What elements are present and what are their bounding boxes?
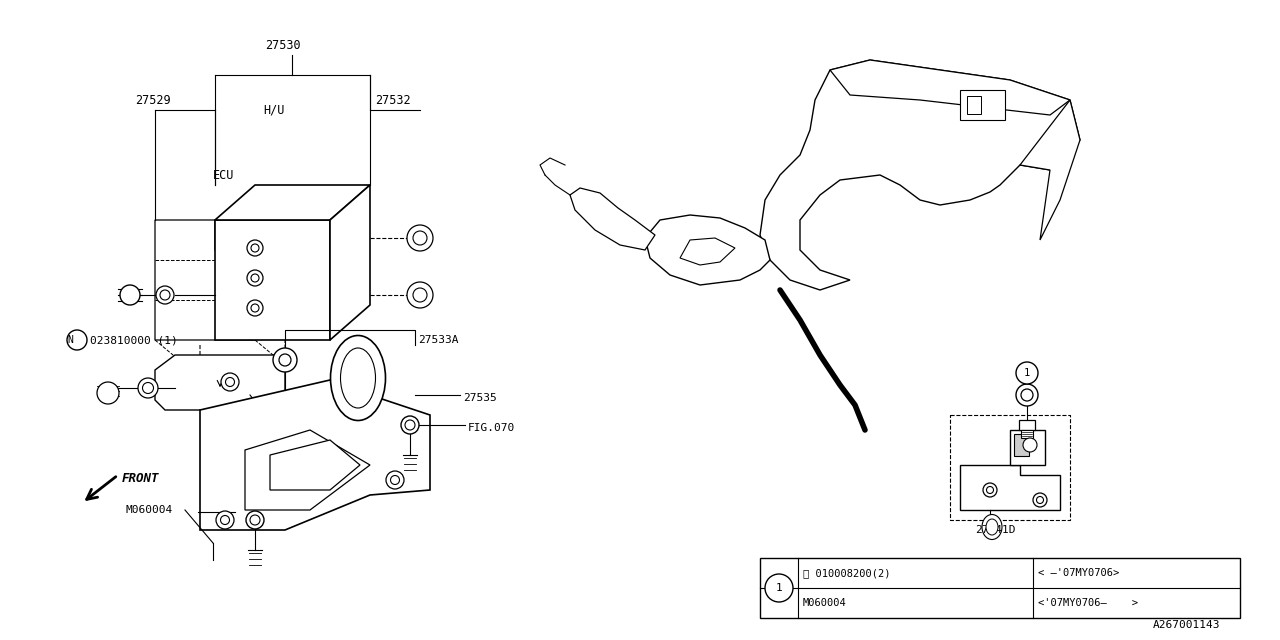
- Circle shape: [1023, 438, 1037, 452]
- Bar: [1019, 420, 1036, 430]
- Polygon shape: [570, 188, 655, 250]
- Circle shape: [407, 225, 433, 251]
- Circle shape: [220, 515, 229, 525]
- Circle shape: [404, 420, 415, 430]
- Circle shape: [1037, 497, 1043, 504]
- Circle shape: [247, 240, 262, 256]
- Text: 27529: 27529: [134, 93, 170, 106]
- Polygon shape: [1020, 100, 1080, 240]
- Circle shape: [1016, 384, 1038, 406]
- Text: H/U: H/U: [262, 104, 284, 116]
- Polygon shape: [155, 220, 255, 340]
- Bar: [966, 96, 980, 114]
- Text: A267001143: A267001143: [1152, 620, 1220, 630]
- Polygon shape: [215, 220, 330, 340]
- Circle shape: [160, 290, 170, 300]
- Text: 27530: 27530: [265, 38, 301, 51]
- Text: M060004: M060004: [125, 505, 173, 515]
- Text: <'07MY0706–    >: <'07MY0706– >: [1038, 598, 1138, 608]
- Text: < –'07MY0706>: < –'07MY0706>: [1038, 568, 1119, 578]
- Polygon shape: [270, 440, 360, 490]
- Text: 27533A: 27533A: [419, 335, 458, 345]
- Polygon shape: [200, 380, 430, 530]
- Circle shape: [156, 286, 174, 304]
- Circle shape: [138, 378, 157, 398]
- Polygon shape: [829, 60, 1070, 115]
- Circle shape: [142, 383, 154, 394]
- Circle shape: [251, 244, 259, 252]
- Text: ECU: ECU: [212, 168, 234, 182]
- Bar: [1014, 434, 1029, 456]
- Text: N: N: [67, 335, 73, 345]
- Circle shape: [765, 574, 794, 602]
- Text: FRONT: FRONT: [122, 472, 160, 484]
- Text: M060004: M060004: [803, 598, 847, 608]
- Circle shape: [221, 373, 239, 391]
- Circle shape: [413, 288, 428, 302]
- Ellipse shape: [986, 519, 998, 535]
- Circle shape: [279, 354, 291, 366]
- Polygon shape: [960, 465, 1060, 510]
- Polygon shape: [244, 430, 370, 510]
- Bar: [760, 558, 1240, 618]
- Circle shape: [216, 511, 234, 529]
- Circle shape: [273, 348, 297, 372]
- Circle shape: [247, 300, 262, 316]
- Circle shape: [407, 282, 433, 308]
- Text: 1: 1: [1024, 368, 1030, 378]
- Circle shape: [413, 231, 428, 245]
- Circle shape: [1016, 362, 1038, 384]
- Circle shape: [97, 382, 119, 404]
- Circle shape: [250, 515, 260, 525]
- Polygon shape: [330, 185, 370, 340]
- Text: 1: 1: [776, 583, 782, 593]
- Polygon shape: [215, 185, 370, 220]
- Circle shape: [983, 483, 997, 497]
- Ellipse shape: [340, 348, 375, 408]
- Circle shape: [390, 476, 399, 484]
- Text: 023810000 (1): 023810000 (1): [90, 335, 178, 345]
- Polygon shape: [645, 215, 771, 285]
- Ellipse shape: [330, 335, 385, 420]
- Polygon shape: [680, 238, 735, 265]
- Text: Ⓑ 010008200(2): Ⓑ 010008200(2): [803, 568, 891, 578]
- Bar: [1021, 430, 1033, 438]
- Text: 27535: 27535: [463, 393, 497, 403]
- Circle shape: [246, 511, 264, 529]
- Text: 27541D: 27541D: [975, 525, 1015, 535]
- Text: 27532: 27532: [375, 93, 411, 106]
- Polygon shape: [155, 355, 285, 410]
- Polygon shape: [760, 60, 1080, 290]
- Bar: [1010, 430, 1044, 465]
- Circle shape: [67, 330, 87, 350]
- Circle shape: [225, 378, 234, 387]
- Circle shape: [1033, 493, 1047, 507]
- Circle shape: [251, 274, 259, 282]
- Bar: [960, 90, 1005, 120]
- Circle shape: [251, 304, 259, 312]
- Ellipse shape: [982, 515, 1002, 540]
- Circle shape: [120, 285, 140, 305]
- Text: FIG.070: FIG.070: [468, 423, 516, 433]
- Circle shape: [401, 416, 419, 434]
- Circle shape: [247, 270, 262, 286]
- Circle shape: [1021, 389, 1033, 401]
- Circle shape: [387, 471, 404, 489]
- Circle shape: [987, 486, 993, 493]
